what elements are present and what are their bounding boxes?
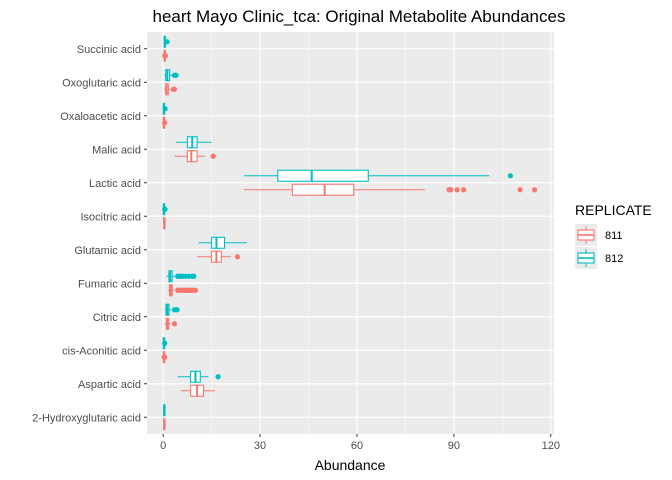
y-tick-label: Isocitric acid [80,211,141,223]
box-812 [164,69,179,82]
box-811 [162,116,168,129]
outlier-point [173,72,179,78]
box-811 [167,284,199,297]
y-tick-label: Oxaloacetic acid [60,111,141,123]
x-tick-label: 120 [542,440,560,452]
outlier-point [532,187,538,193]
y-tick-label: Lactic acid [89,178,141,190]
outlier-point [507,173,513,179]
iqr-box [211,236,226,249]
x-tick-label: 0 [160,440,166,452]
box-812 [162,102,168,115]
y-tick-label: cis-Aconitic acid [62,345,141,357]
outlier-point [171,86,178,92]
box-811 [163,418,166,431]
grid-lines [147,32,554,434]
outlier-point [460,187,467,193]
box-811 [243,183,538,196]
box-812 [198,236,248,249]
y-axis: 2-Hydroxyglutaric acid Aspartic acid cis-A… [32,44,147,424]
legend-title: REPLICATE [575,202,652,218]
box-811 [163,217,166,230]
box-812 [176,136,212,149]
outlier-point [162,120,168,126]
x-axis-title: Abundance [315,457,386,473]
box-812 [243,169,513,182]
iqr-box [277,169,369,182]
x-tick-label: 90 [448,440,460,452]
box-812 [162,337,168,350]
x-tick-label: 30 [254,440,266,452]
legend-label: 811 [605,230,623,242]
outlier-point [448,187,454,193]
box-811 [180,384,215,397]
y-tick-label: Fumaric acid [78,278,141,290]
box-811 [161,351,168,364]
y-tick-label: Aspartic acid [78,379,141,391]
box-811 [164,317,178,330]
box-811 [174,150,216,163]
box-812 [166,270,197,283]
x-axis: 0 30 60 90 120 [160,434,560,452]
outlier-point [234,254,241,260]
outlier-point [171,321,178,327]
outlier-point [191,273,197,279]
y-tick-label: Succinic acid [77,44,141,56]
box-812 [163,404,166,417]
outlier-point [162,206,168,212]
y-tick-label: 2-Hydroxyglutaric acid [32,412,141,424]
outlier-point [162,53,169,59]
outlier-point [192,287,199,293]
y-tick-label: Malic acid [92,144,141,156]
box-811 [164,83,178,96]
box-812 [164,303,180,316]
y-tick-label: Citric acid [93,312,141,324]
iqr-box [291,183,355,196]
outlier-point [164,39,170,45]
outlier-point [517,187,523,193]
outlier-point [162,106,168,112]
legend-entry-812: 812 [575,247,623,269]
outlier-point [454,187,460,193]
outlier-point [210,153,216,159]
legend: REPLICATE 811 812 [575,202,652,269]
plot-panel [147,32,554,434]
box-812 [163,35,170,48]
legend-entry-811: 811 [575,224,623,246]
y-tick-label: Oxoglutaric acid [62,77,141,89]
chart-title: heart Mayo Clinic_tca: Original Metaboli… [153,7,566,26]
outlier-point [215,374,221,380]
box-812 [162,203,168,216]
box-811 [197,250,241,263]
box-811 [162,49,169,62]
box-marks [161,35,538,431]
outlier-point [162,340,168,346]
series-811 [161,49,538,431]
legend-label: 812 [605,253,623,265]
y-tick-label: Glutamic acid [74,245,141,257]
x-tick-label: 60 [351,440,363,452]
series-812 [162,35,513,417]
outlier-point [174,307,180,313]
outlier-point [162,354,168,360]
box-812 [177,370,221,383]
